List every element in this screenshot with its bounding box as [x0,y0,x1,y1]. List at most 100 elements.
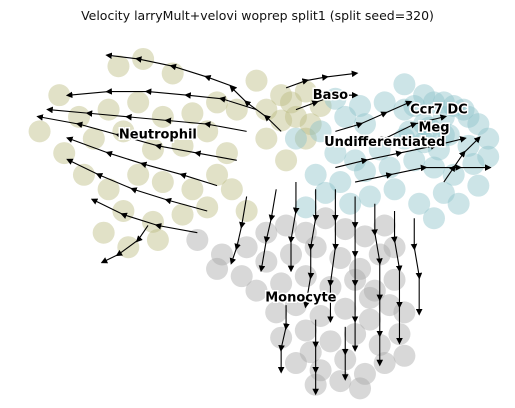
cell-point-monocyte [186,228,209,251]
cell-point-undifferentiated [447,192,470,215]
cell-point-neutrophil [127,163,150,186]
cell-point-monocyte [206,257,229,280]
cluster-label-ccr7-dc: Ccr7 DC [410,102,468,117]
streamline [443,136,481,183]
cell-point-monocyte [373,214,396,237]
cell-point-undifferentiated [284,127,307,150]
cell-point-monocyte [353,225,376,248]
streamline [66,158,208,212]
cell-point-neutrophil [53,142,76,165]
streamline [287,182,300,273]
cluster-labels: Neutrophil Baso Undifferentiated Ccr7 DC Meg… [117,86,469,307]
cell-point-neutrophil [171,203,194,226]
cell-point-monocyte [284,294,307,317]
cell-point-undifferentiated [432,91,455,114]
streamline [285,70,359,89]
cell-point-baso [280,91,303,114]
cell-point-neutrophil [92,221,115,244]
cell-point-monocyte [329,370,352,393]
cell-point-neutrophil [206,163,229,186]
cell-point-neutrophil [275,149,298,172]
cell-point-monocyte [304,236,327,259]
cell-point-monocyte [294,319,317,342]
cell-point-monocyte [270,326,293,349]
cell-point-neutrophil [270,84,293,107]
streamline [335,100,413,132]
cell-point-baso [294,80,317,103]
cell-point-neutrophil [97,98,120,121]
streamline [410,218,423,316]
cell-point-undifferentiated [329,171,352,194]
cell-point-monocyte [373,352,396,375]
cell-point-undifferentiated [339,192,362,215]
streamline [335,136,467,169]
cell-point-monocyte [284,352,307,375]
cell-point-monocyte [245,279,268,302]
cell-point-monocyte [334,297,357,320]
cell-point-neutrophil [107,55,130,78]
cell-point-undifferentiated [314,181,337,204]
cell-point-neutrophil [151,105,174,128]
cell-point-monocyte [265,301,288,324]
cell-point-monocyte [358,286,381,309]
cell-point-ccr7-dc [457,105,480,128]
cell-point-undifferentiated [452,98,475,121]
cell-point-neutrophil [196,196,219,219]
streamline [371,203,384,367]
cell-point-neutrophil [245,69,268,92]
cell-point-undifferentiated [413,84,436,107]
cluster-label-baso: Baso [313,88,348,103]
cell-point-neutrophil [220,178,243,201]
cell-point-monocyte [210,243,233,266]
cell-point-neutrophil [206,91,229,114]
cell-point-ccr7-dc [422,91,445,114]
cell-point-neutrophil [48,84,71,107]
cell-point-monocyte [353,362,376,385]
cell-point-undifferentiated [467,174,490,197]
streamline [258,189,277,273]
cell-point-neutrophil [294,127,317,150]
cell-point-ccr7-dc [442,95,465,118]
cell-point-undifferentiated [383,178,406,201]
cell-point-undifferentiated [353,160,376,183]
cell-point-neutrophil [181,102,204,125]
cell-point-monocyte [255,250,278,273]
streamline [105,52,237,89]
cell-point-monocyte [230,265,253,288]
velocity-streamlines [36,52,492,396]
cell-point-undifferentiated [477,127,500,150]
cell-point-neutrophil [82,127,105,150]
cell-point-undifferentiated [304,163,327,186]
cell-point-neutrophil [146,228,169,251]
cluster-label-monocyte: Monocyte [265,291,336,306]
cell-point-neutrophil [181,178,204,201]
streamline [65,88,257,111]
cell-point-neutrophil [127,91,150,114]
cell-point-undifferentiated [324,142,347,165]
cell-point-monocyte [383,268,406,291]
cell-point-monocyte [393,344,416,367]
cell-point-neutrophil [225,98,248,121]
cell-point-monocyte [393,301,416,324]
streamline [277,305,290,374]
cell-points [28,47,500,400]
streamline [100,225,149,264]
streamline [229,196,248,265]
cell-point-neutrophil [255,127,278,150]
streamline [229,85,282,132]
cell-point-undifferentiated [422,207,445,230]
cell-point-neutrophil [235,200,258,222]
cell-point-undifferentiated [408,192,431,215]
cell-point-undifferentiated [334,105,357,128]
cell-point-monocyte [294,265,317,288]
cell-point-monocyte [349,377,372,400]
cell-point-undifferentiated [393,73,416,96]
cell-point-baso [299,113,322,136]
chart-title: Velocity larryMult+velovi woprep split1 … [81,8,434,23]
cell-point-undifferentiated [358,185,381,208]
cell-point-monocyte [299,341,322,364]
cell-point-undifferentiated [432,181,455,204]
cluster-label-neutrophil: Neutrophil [119,128,197,143]
cell-point-undifferentiated [477,145,500,168]
